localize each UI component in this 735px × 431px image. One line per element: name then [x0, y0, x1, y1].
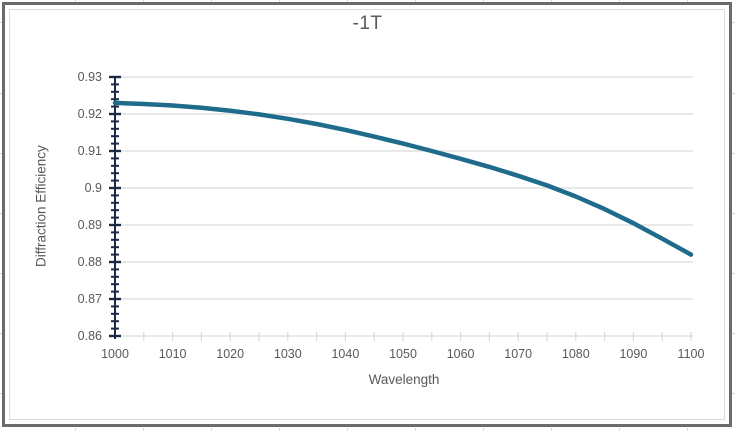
y-tick-label: 0.89 — [77, 218, 102, 232]
x-tick-label: 1070 — [504, 347, 533, 361]
x-tick-label: 1080 — [561, 347, 590, 361]
x-tick-label: 1030 — [273, 347, 302, 361]
x-tick-label: 1010 — [158, 347, 187, 361]
y-tick-label: 0.91 — [77, 144, 102, 158]
series-line[interactable] — [112, 100, 694, 257]
x-tick-label: 1050 — [389, 347, 417, 361]
x-tick-label: 1100 — [677, 347, 705, 361]
x-tick-label: 1090 — [619, 347, 648, 361]
chart-title: -1T — [352, 13, 383, 34]
y-tick-label: 0.92 — [77, 107, 102, 121]
x-tick-label: 1060 — [446, 347, 475, 361]
y-tick-label: 0.86 — [77, 329, 102, 343]
y-tick-label: 0.93 — [77, 70, 102, 84]
chart-object[interactable] — [2, 2, 732, 427]
x-tick-label: 1020 — [216, 347, 245, 361]
y-tick-label: 0.88 — [77, 255, 102, 269]
x-axis-title: Wavelength — [368, 372, 440, 387]
y-tick-label: 0.9 — [84, 181, 102, 195]
x-tick-label: 1000 — [101, 347, 129, 361]
x-tick-label: 1040 — [331, 347, 360, 361]
y-tick-label: 0.87 — [77, 292, 102, 306]
